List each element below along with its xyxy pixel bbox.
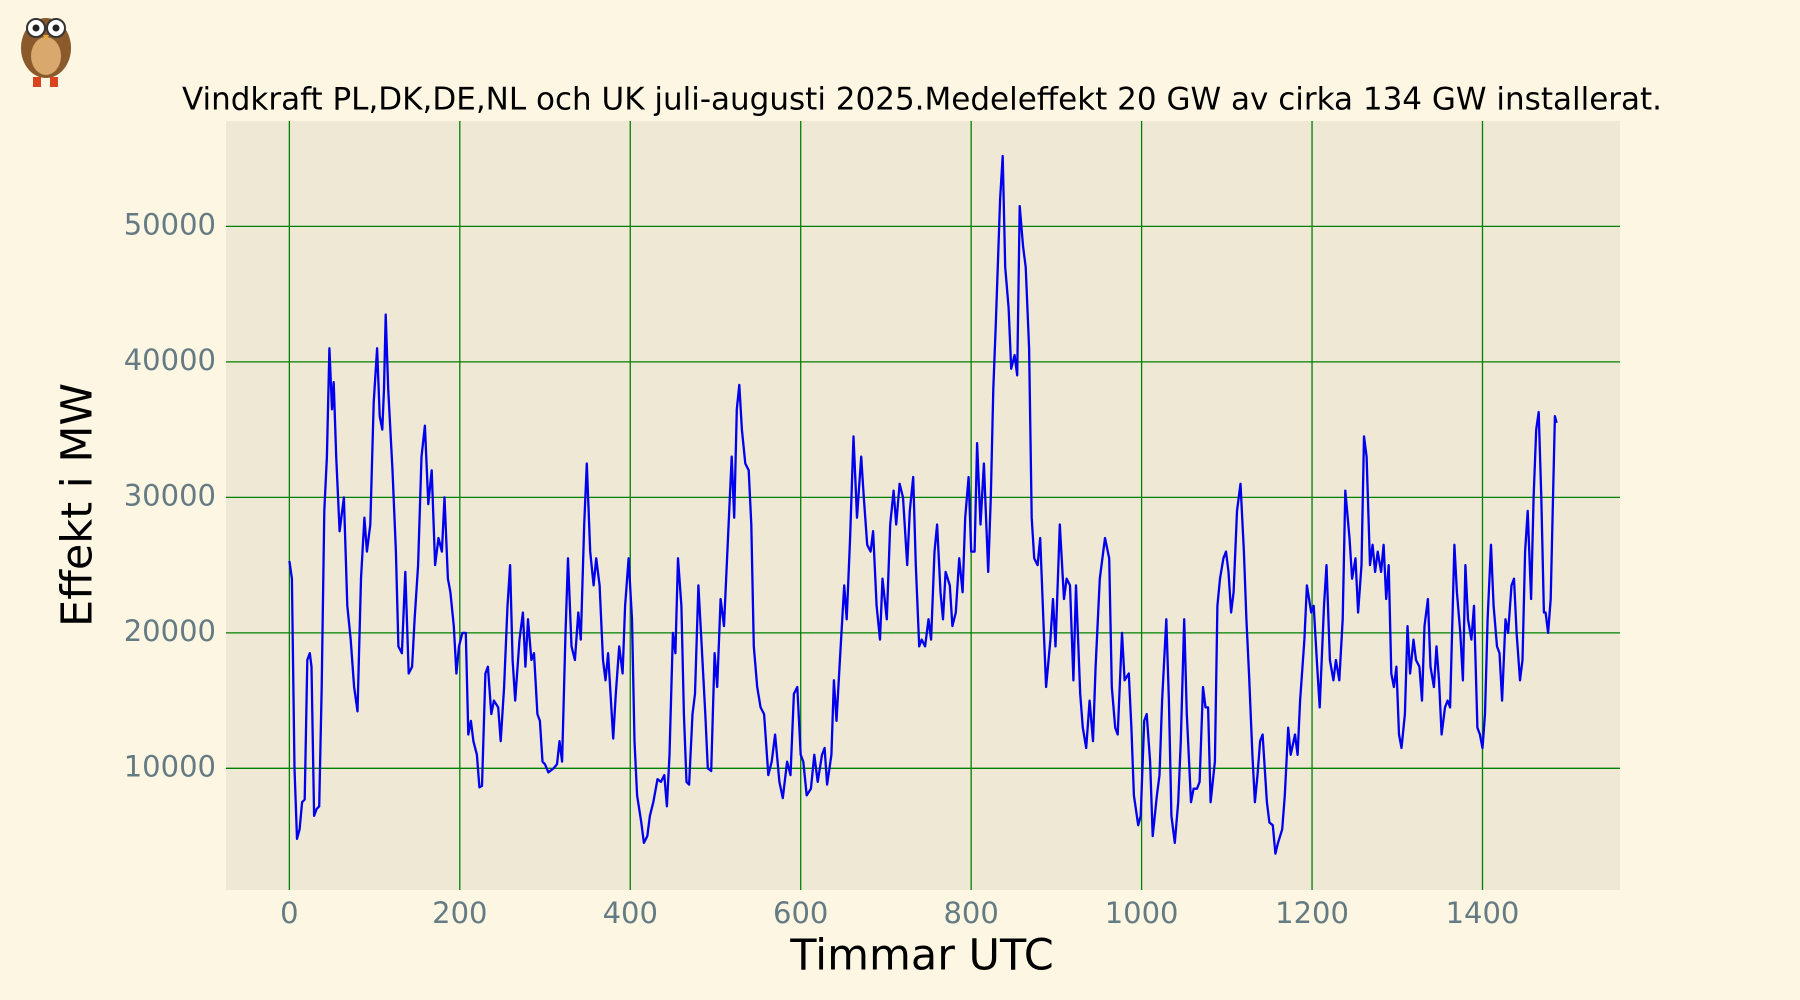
x-axis-label: Timmar UTC <box>789 931 1054 981</box>
y-tick-label: 30000 <box>124 478 216 512</box>
owl-logo <box>21 18 71 87</box>
data-line <box>288 154 1558 855</box>
x-tick-label: 400 <box>603 896 658 930</box>
y-tick-label: 40000 <box>124 343 216 377</box>
x-tick-label: 1200 <box>1275 896 1349 930</box>
y-tick-label: 10000 <box>124 749 216 783</box>
x-tick-label: 1000 <box>1105 896 1179 930</box>
y-tick-label: 20000 <box>124 614 216 648</box>
x-tick-label: 800 <box>943 896 998 930</box>
x-tick-label: 0 <box>280 896 298 930</box>
x-tick-label: 1400 <box>1446 896 1520 930</box>
x-tick-label: 600 <box>773 896 828 930</box>
y-axis-label: Effekt i MW <box>53 383 103 627</box>
x-tick-label: 200 <box>432 896 487 930</box>
plot-area <box>226 121 1620 890</box>
chart-title: Vindkraft PL,DK,DE,NL och UK juli-august… <box>182 82 1662 118</box>
y-tick-label: 50000 <box>124 207 216 241</box>
